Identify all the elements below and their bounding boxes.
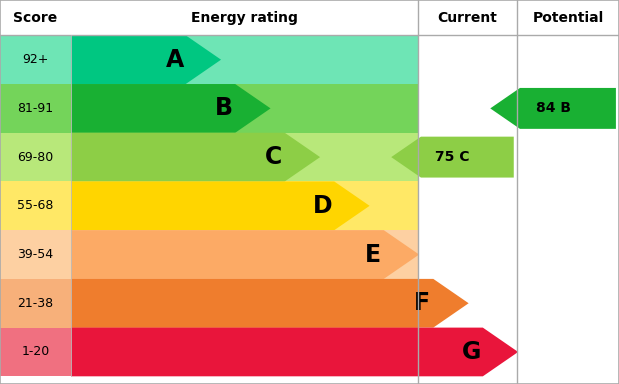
Text: C: C: [265, 145, 282, 169]
Bar: [0, 0, 619, 35]
Text: D: D: [313, 194, 333, 218]
Text: F: F: [414, 291, 430, 315]
Polygon shape: [71, 133, 320, 182]
Text: 81-91: 81-91: [17, 102, 54, 115]
Bar: [0, 279, 418, 328]
Polygon shape: [71, 35, 221, 84]
Bar: [0, 84, 418, 133]
Text: E: E: [365, 243, 381, 266]
Bar: [0, 230, 418, 279]
Text: 21-38: 21-38: [17, 297, 54, 310]
Text: 1-20: 1-20: [22, 346, 50, 358]
Text: Current: Current: [438, 11, 497, 25]
Bar: [0, 328, 418, 376]
Text: 55-68: 55-68: [17, 199, 54, 212]
Text: 84 B: 84 B: [535, 101, 571, 116]
Text: B: B: [215, 96, 233, 121]
Bar: [0, 133, 418, 182]
Polygon shape: [490, 88, 616, 129]
Text: A: A: [165, 48, 184, 72]
Bar: [0, 35, 418, 84]
Polygon shape: [71, 279, 469, 328]
Text: 92+: 92+: [22, 53, 49, 66]
Polygon shape: [71, 84, 271, 133]
Text: Energy rating: Energy rating: [191, 11, 298, 25]
Polygon shape: [71, 182, 370, 230]
Text: Potential: Potential: [532, 11, 604, 25]
Text: G: G: [462, 340, 482, 364]
Text: 75 C: 75 C: [435, 150, 470, 164]
Bar: [0, 182, 418, 230]
Polygon shape: [71, 328, 518, 376]
Text: 39-54: 39-54: [17, 248, 54, 261]
Polygon shape: [391, 137, 514, 177]
Polygon shape: [71, 230, 419, 279]
Text: Score: Score: [14, 11, 58, 25]
Text: 69-80: 69-80: [17, 151, 54, 164]
